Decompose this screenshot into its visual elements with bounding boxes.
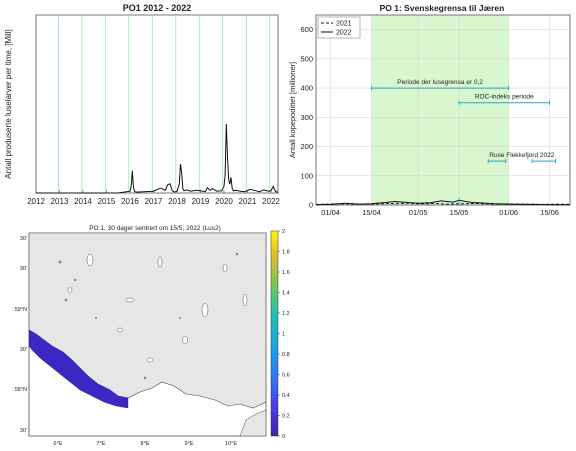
- chart2-y-tick-label: 500: [300, 54, 313, 63]
- chart1-x-tick-label: 2022: [262, 197, 280, 206]
- chart-po1-copepodites: PO 1: Svenskegrensa til Jæren 0 100 200 300…: [288, 3, 571, 217]
- map-lat-label: 30': [20, 428, 27, 434]
- map-colorbar-tick-label: 1.2: [282, 311, 290, 317]
- chart1-plot-area: [35, 14, 279, 194]
- chart1-x-tick-label: 2018: [168, 197, 186, 206]
- map-land-sweden: [239, 409, 266, 436]
- map-colorbar: [270, 230, 279, 437]
- chart1-title: PO1 2012 - 2022: [123, 3, 192, 13]
- map-lon-label: 7°E: [97, 441, 106, 447]
- chart2-y-tick-label: 0: [309, 201, 313, 210]
- map-colorbar-tick-label: 0.8: [282, 352, 290, 358]
- map-lat-label: 30': [20, 266, 27, 272]
- chart1-x-tick-label: 2021: [239, 197, 257, 206]
- chart1-y-axis-label: Antall produserte luselarver per time, […: [4, 29, 13, 178]
- chart1-x-tick-label: 2019: [192, 197, 210, 206]
- map-lat-label: 30': [20, 347, 27, 353]
- chart2-plot-area: [315, 14, 571, 206]
- chart2-shaded-period: [371, 15, 509, 205]
- map-colorbar-tick-label: 0.2: [282, 414, 290, 420]
- map-lon-label: 6°E: [54, 441, 63, 447]
- map-colorbar-tick-label: 1.4: [282, 291, 290, 297]
- chart1-x-tick-label: 2020: [215, 197, 233, 206]
- chart2-y-tick-label: 100: [300, 171, 313, 180]
- chart1-series-line: [36, 123, 279, 194]
- map-lon-label: 10°E: [225, 441, 237, 447]
- chart2-x-tick-label: 01/06: [499, 208, 518, 217]
- map-colorbar-tick-label: 1: [282, 332, 285, 338]
- map-colorbar-tick-label: 0: [282, 434, 285, 440]
- chart2-y-tick-label: 400: [300, 84, 313, 93]
- chart1-x-tick-label: 2013: [51, 197, 69, 206]
- chart2-y-axis-label: Antall kopepoditter [millioner]: [288, 62, 297, 158]
- chart2-legend: 2021 2022: [317, 16, 361, 39]
- chart2-y-tick-label: 600: [300, 25, 313, 34]
- chart1-x-tick-label: 2012: [27, 197, 45, 206]
- map-density-spots: [58, 252, 239, 380]
- chart2-annotation-label: ROC-indeks periode: [475, 94, 534, 101]
- map-title: PO 1, 30 dager sentrert om 15/5, 2022 (L…: [89, 225, 221, 232]
- map-colorbar-tick-label: 0.4: [282, 393, 290, 399]
- chart1-x-tick-label: 2015: [98, 197, 116, 206]
- chart2-x-tick-label: 15/05: [450, 208, 469, 217]
- chart2-x-tick-label: 01/04: [321, 208, 340, 217]
- map-density-band: [29, 329, 129, 409]
- chart2-y-tick-label: 300: [300, 113, 313, 122]
- map-lat-label: 58°N: [15, 387, 27, 393]
- map-colorbar-tick-label: 1.8: [282, 250, 290, 256]
- chart-po1-history: PO1 2012 - 2022 2012 2013 2014 2015 2016 2017…: [4, 3, 280, 206]
- chart1-x-tick-label: 2017: [145, 197, 163, 206]
- map-lat-label: 59°N: [15, 307, 27, 313]
- chart1-x-tick-label: 2016: [121, 197, 139, 206]
- chart2-x-tick-label: 01/05: [409, 208, 428, 217]
- chart1-x-tick-label: 2014: [74, 197, 92, 206]
- map-colorbar-tick-label: 0.6: [282, 373, 290, 379]
- chart2-legend-2022: 2022: [336, 30, 352, 37]
- map-colorbar-tick-label: 1.6: [282, 270, 290, 276]
- chart2-y-tick-label: 200: [300, 142, 313, 151]
- chart2-legend-2021: 2021: [336, 21, 352, 28]
- map-lat-label: 30': [20, 236, 27, 242]
- chart2-series-2022-line: [315, 199, 570, 206]
- chart2-title: PO 1: Svenskegrensa til Jæren: [380, 3, 505, 13]
- map-lon-label: 9°E: [185, 441, 194, 447]
- map-panel: PO 1, 30 dager sentrert om 15/5, 2022 (L…: [15, 225, 290, 447]
- chart2-annotation-label: Ruse Flekkefjord 2022: [489, 152, 554, 159]
- chart2-annotation-label: Periode der lusegrensa er 0,2: [397, 79, 483, 86]
- map-lakes: [67, 253, 248, 363]
- map-lon-label: 8°E: [141, 441, 150, 447]
- chart2-x-tick-label: 15/06: [540, 208, 559, 217]
- chart2-x-tick-label: 15/04: [362, 208, 381, 217]
- map-colorbar-tick-label: 2: [282, 229, 285, 235]
